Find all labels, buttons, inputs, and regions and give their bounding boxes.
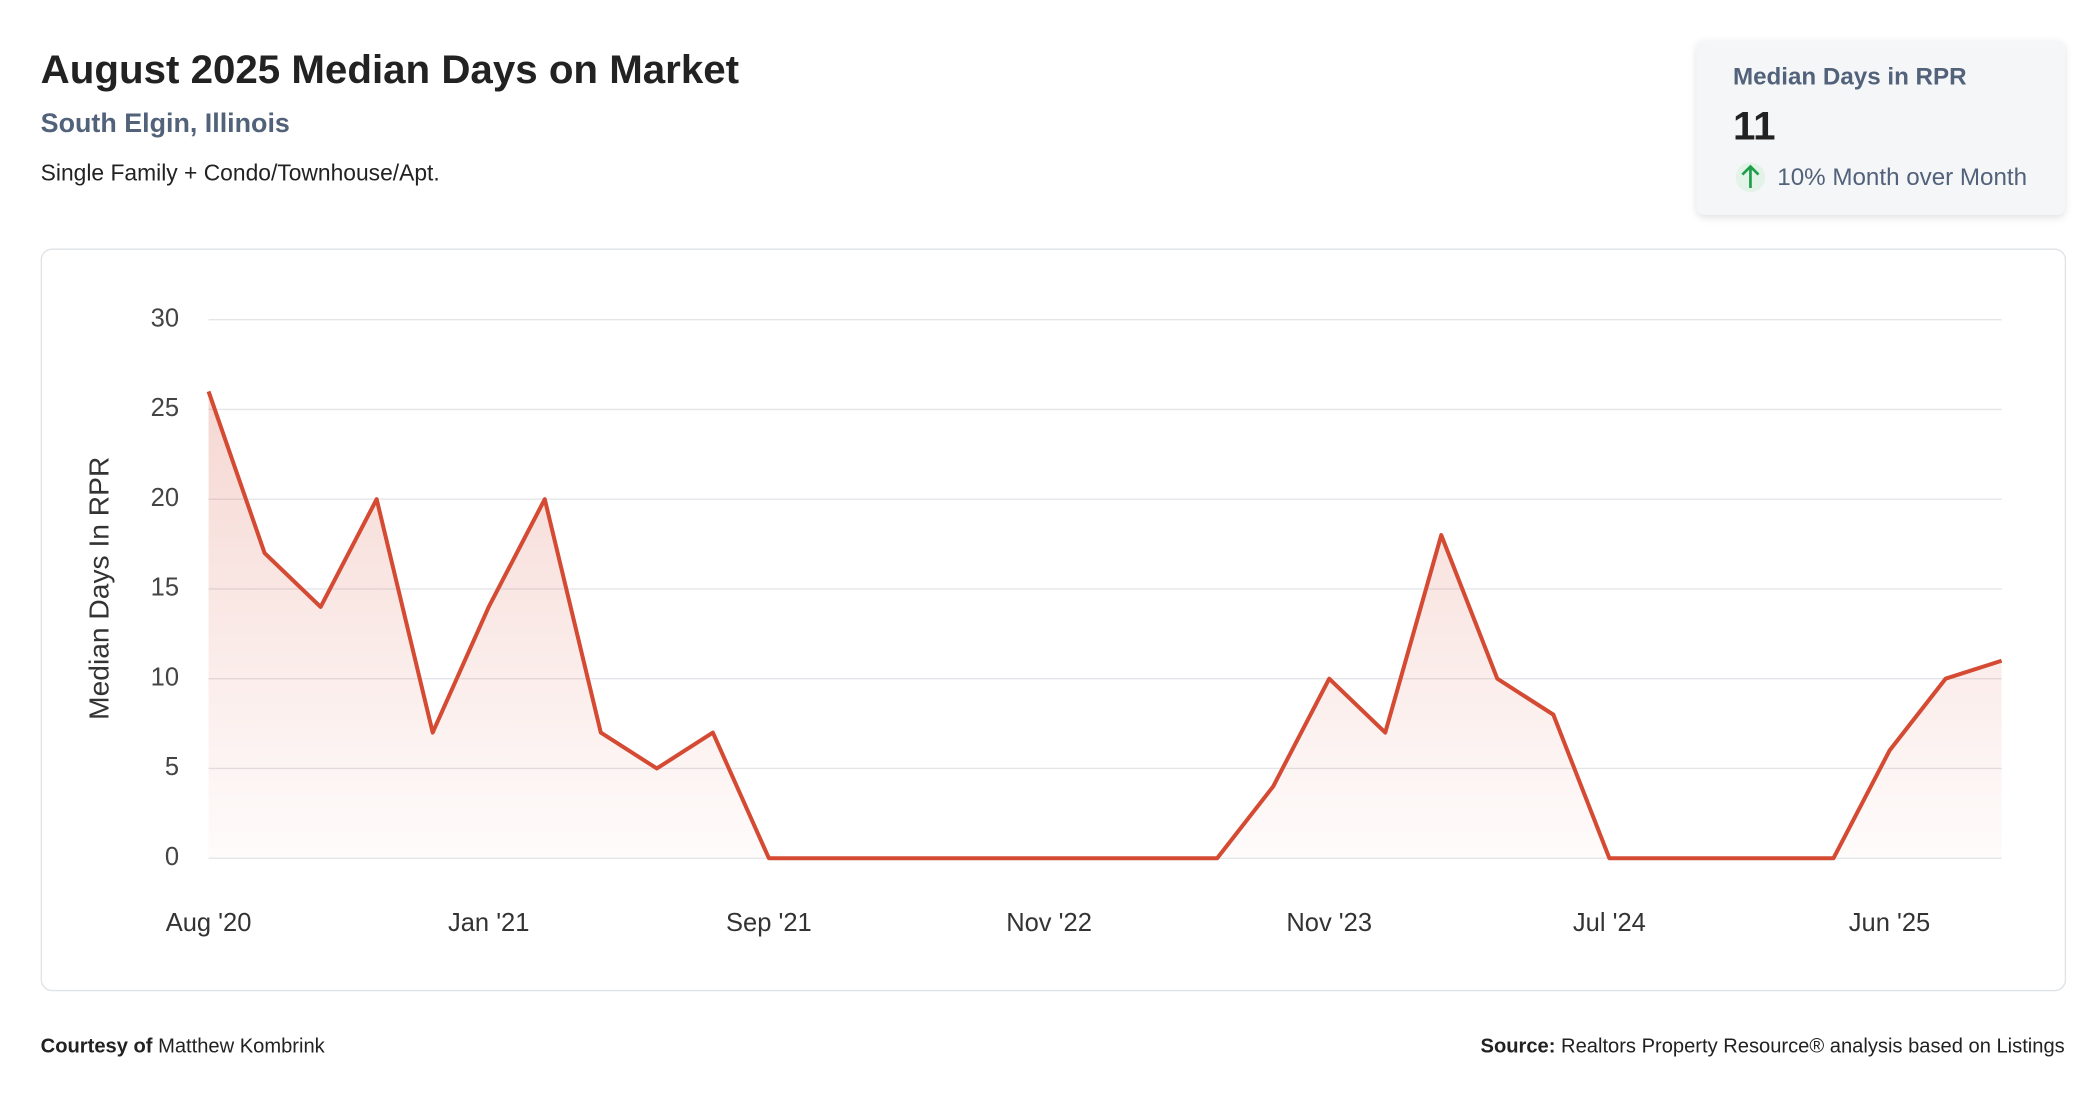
courtesy-label: Courtesy of	[41, 1036, 153, 1058]
source-label: Source:	[1481, 1036, 1556, 1058]
source-text: Realtors Property Resource® analysis bas…	[1561, 1036, 2065, 1058]
source: Source: Realtors Property Resource® anal…	[1481, 1036, 2065, 1058]
kpi-card	[1696, 40, 2065, 215]
x-tick-label: Nov '23	[1286, 909, 1372, 937]
kpi-arrow	[1741, 164, 1760, 189]
x-tick-label: Nov '22	[1006, 909, 1092, 937]
y-tick-label: 15	[151, 574, 179, 602]
location: South Elgin, Illinois	[41, 108, 290, 138]
y-tick-label: 10	[151, 663, 179, 691]
x-tick-label: Jun '25	[1849, 909, 1930, 937]
y-tick-label: 25	[151, 394, 179, 422]
kpi-change: 10% Month over Month	[1777, 164, 2027, 191]
y-tick-label: 5	[165, 753, 179, 781]
x-tick-label: Aug '20	[166, 909, 252, 937]
y-tick-label: 20	[151, 484, 179, 512]
y-tick-label: 0	[165, 843, 179, 871]
plot: 0 5 10 15 20 25 30 Aug '20 Jan '21 Sep '21 Nov '22…	[151, 304, 2003, 937]
x-tick-label: Sep '21	[726, 909, 812, 937]
kpi-value: 11	[1733, 104, 1776, 149]
y-axis-label: Median Days In RPR	[83, 457, 115, 720]
title: August 2025 Median Days on Market	[41, 47, 739, 92]
y-tick-label: 30	[151, 304, 179, 332]
courtesy: Courtesy of Matthew Kombrink	[41, 1036, 326, 1058]
kpi-label: Median Days in RPR	[1733, 63, 1967, 90]
property-types: Single Family + Condo/Townhouse/Apt.	[41, 160, 440, 186]
x-tick-label: Jan '21	[448, 909, 529, 937]
area	[208, 391, 2002, 859]
courtesy-name: Matthew Kombrink	[158, 1036, 326, 1058]
line	[206, 390, 2003, 861]
x-tick-label: Jul '24	[1573, 909, 1646, 937]
